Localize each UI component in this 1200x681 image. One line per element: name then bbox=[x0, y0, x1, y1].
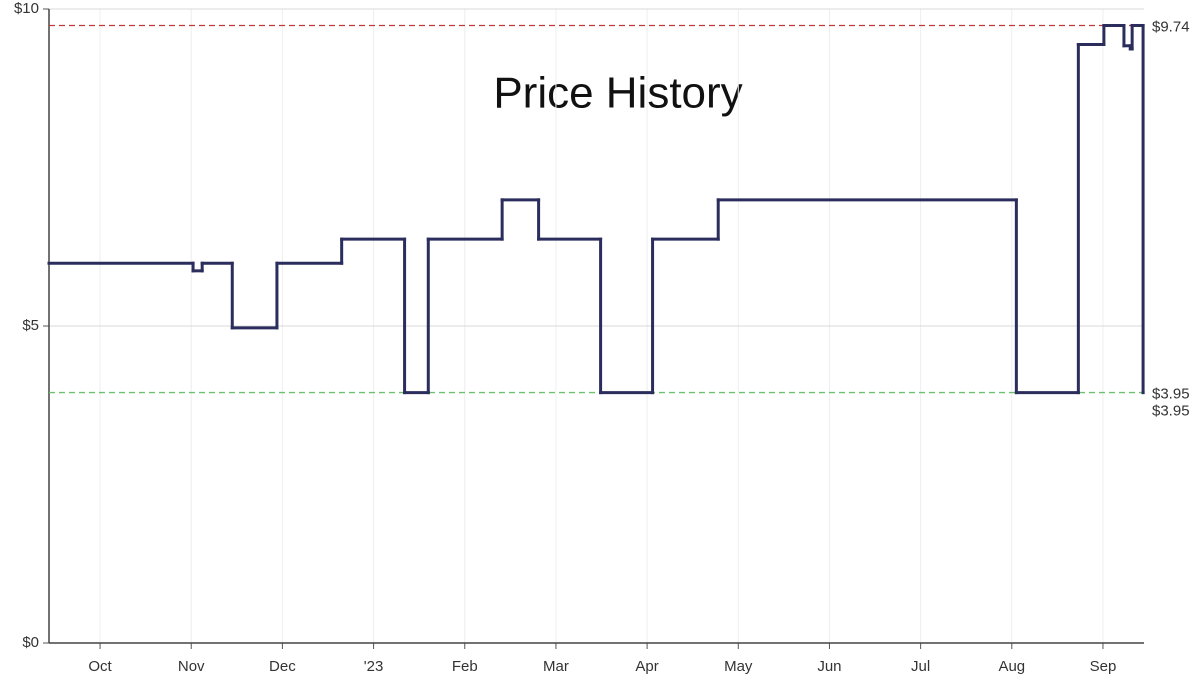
x-tick-label: May bbox=[724, 658, 753, 675]
reference-label: $3.95 bbox=[1152, 386, 1190, 403]
x-tick-label: Feb bbox=[452, 658, 478, 675]
chart-title: Price History bbox=[493, 69, 742, 118]
x-tick-label: Aug bbox=[998, 658, 1025, 675]
y-tick-label: $5 bbox=[22, 317, 39, 334]
y-tick-label: $10 bbox=[14, 0, 39, 17]
y-tick-label: $0 bbox=[22, 634, 39, 651]
x-tick-label: '23 bbox=[364, 658, 384, 675]
x-tick-label: Nov bbox=[178, 658, 205, 675]
x-tick-label: Oct bbox=[88, 658, 112, 675]
x-tick-label: Jul bbox=[911, 658, 930, 675]
x-tick-label: Jun bbox=[817, 658, 841, 675]
current-price-label: $3.95 bbox=[1152, 403, 1190, 420]
x-tick-label: Sep bbox=[1090, 658, 1117, 675]
x-tick-label: Mar bbox=[543, 658, 569, 675]
reference-label: $9.74 bbox=[1152, 18, 1190, 35]
x-tick-label: Apr bbox=[635, 658, 658, 675]
x-tick-label: Dec bbox=[269, 658, 296, 675]
